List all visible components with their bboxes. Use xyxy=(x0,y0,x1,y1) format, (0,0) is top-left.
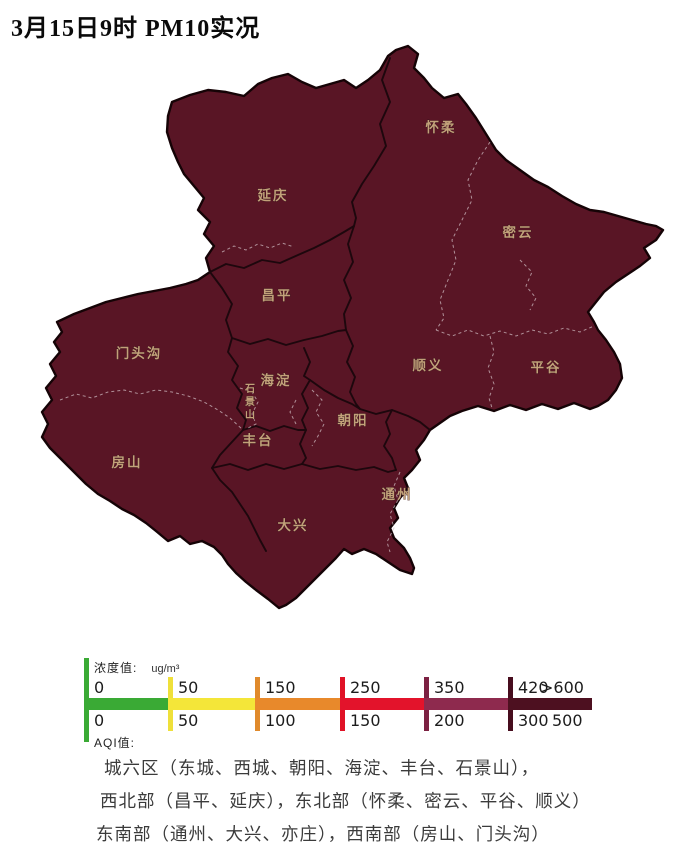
conc-tick-label: 50 xyxy=(178,678,199,697)
district-label: 平谷 xyxy=(531,360,562,375)
legend-end-aqi: 500 xyxy=(552,711,583,730)
aqi-tick-label: 300 xyxy=(518,711,549,730)
aqi-tick-label: 200 xyxy=(434,711,465,730)
district-label: 密云 xyxy=(502,224,534,240)
aqi-tick-label: 100 xyxy=(265,711,296,730)
minor-boundaries xyxy=(59,141,595,553)
legend-segment xyxy=(84,698,168,710)
district-label: 通州 xyxy=(382,487,413,502)
legend-color-bar xyxy=(84,698,592,710)
conc-tick xyxy=(424,677,429,698)
district-label: 昌平 xyxy=(262,288,293,303)
conc-tick-label: 250 xyxy=(350,678,381,697)
district-borders xyxy=(209,57,431,552)
district-label: 大兴 xyxy=(278,517,309,533)
aqi-tick-label: 50 xyxy=(178,711,199,730)
aqi-tick xyxy=(508,710,513,731)
concentration-unit: ug/m³ xyxy=(151,663,180,675)
region-summary: 城六区（东城、西城、朝阳、海淀、丰台、石景山）， 西北部（昌平、延庆），东北部（… xyxy=(96,752,636,851)
aqi-tick xyxy=(84,710,89,731)
legend-segment xyxy=(340,698,424,710)
pollution-scale-legend: 浓度值: ug/m³ 0 0 50 50 150 100 250 150 350 200 420 300… xyxy=(84,656,624,752)
conc-tick-label: 420 xyxy=(518,678,549,697)
district-label: 延庆 xyxy=(257,187,289,203)
aqi-tick xyxy=(424,710,429,731)
conc-tick xyxy=(340,677,345,698)
district-label: 石景山 xyxy=(244,383,257,421)
legend-segment xyxy=(255,698,340,710)
footer-line: 城六区（东城、西城、朝阳、海淀、丰台、石景山）， xyxy=(104,758,540,778)
concentration-axis-label: 浓度值: ug/m³ xyxy=(94,661,180,675)
legend-segment xyxy=(424,698,508,710)
legend-segment xyxy=(508,698,592,710)
aqi-tick xyxy=(168,710,173,731)
conc-tick-label: 0 xyxy=(94,678,105,697)
aqi-tick xyxy=(255,710,260,731)
district-label: 房山 xyxy=(112,454,143,470)
conc-tick xyxy=(255,677,260,698)
beijing-municipality-region xyxy=(40,44,665,610)
aqi-tick-label: 0 xyxy=(94,711,105,730)
page-title: 3月15日9时 PM10实况 xyxy=(11,16,261,42)
legend-end-conc: >600 xyxy=(540,678,584,697)
conc-tick xyxy=(508,677,513,698)
district-label: 朝阳 xyxy=(338,412,369,428)
conc-tick xyxy=(84,677,89,698)
district-label: 怀柔 xyxy=(426,119,457,135)
district-label: 门头沟 xyxy=(116,345,163,361)
aqi-tick xyxy=(340,710,345,731)
conc-tick-label: 350 xyxy=(434,678,465,697)
district-label: 海淀 xyxy=(261,372,292,388)
conc-tick-label: 150 xyxy=(265,678,296,697)
footer-line: 东南部（通州、大兴、亦庄），西南部（房山、门头沟） xyxy=(96,824,550,844)
aqi-axis-label: AQI值: xyxy=(94,736,136,750)
aqi-tick-label: 150 xyxy=(350,711,381,730)
legend-segment xyxy=(168,698,255,710)
district-label: 丰台 xyxy=(243,432,274,448)
district-label: 顺义 xyxy=(413,358,444,373)
footer-line: 西北部（昌平、延庆），东北部（怀柔、密云、平谷、顺义） xyxy=(100,791,591,811)
conc-tick xyxy=(168,677,173,698)
